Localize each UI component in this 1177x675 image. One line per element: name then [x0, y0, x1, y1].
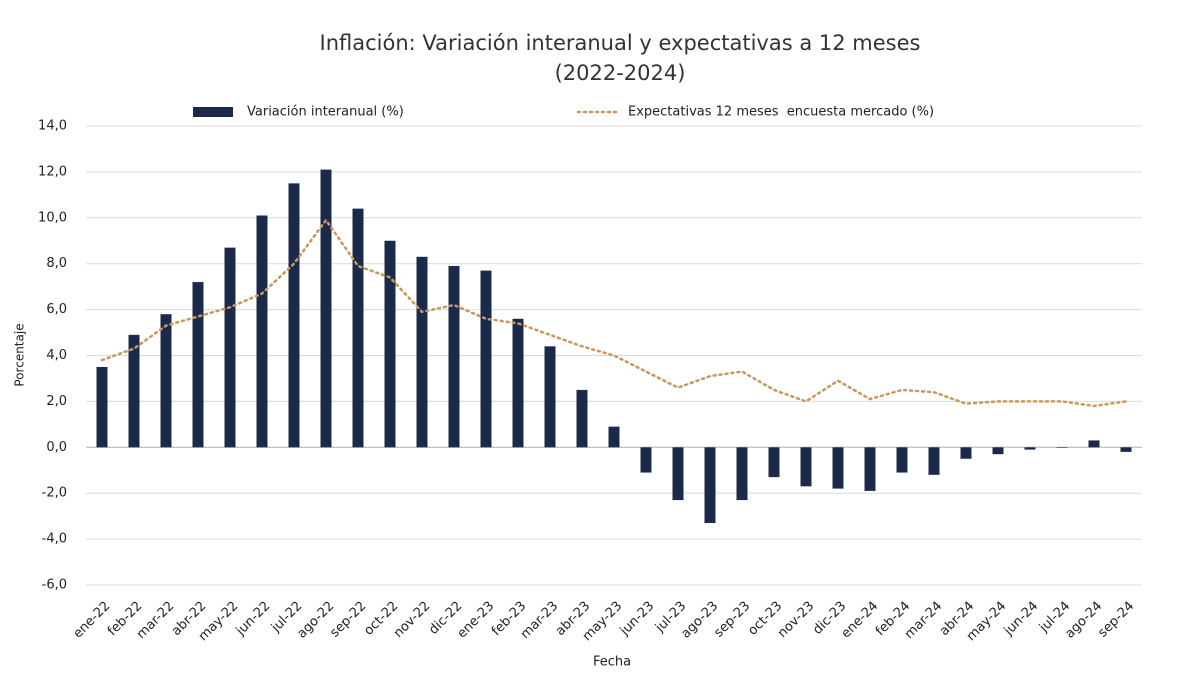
- y-tick-label: 8,0: [46, 256, 67, 271]
- bar: [960, 447, 972, 459]
- line: [100, 217, 1128, 408]
- bar: [768, 447, 780, 478]
- y-tick-label: -2,0: [42, 486, 67, 501]
- bar: [480, 270, 492, 448]
- bar: [96, 366, 108, 448]
- y-tick-label: 6,0: [46, 302, 67, 317]
- x-tick-label: sep-24: [1095, 599, 1137, 641]
- bar: [384, 240, 396, 448]
- y-tick-label: -4,0: [42, 532, 67, 547]
- bar: [128, 334, 140, 448]
- x-tick-label: jun-22: [233, 599, 274, 640]
- y-tick-label: 0,0: [46, 440, 67, 455]
- bar: [160, 314, 172, 448]
- bar: [320, 169, 332, 448]
- x-tick-label: sep-22: [327, 599, 369, 641]
- bar: [672, 447, 684, 501]
- bar: [704, 447, 716, 524]
- bar: [864, 447, 876, 491]
- bar: [800, 447, 812, 487]
- y-tick-label: 10,0: [38, 210, 67, 225]
- bar: [416, 256, 428, 448]
- y-tick-label: 4,0: [46, 348, 67, 363]
- bar: [352, 208, 364, 448]
- x-tick-label: sep-23: [711, 599, 753, 641]
- bar: [576, 389, 588, 448]
- bar: [544, 346, 556, 448]
- legend-label: Variación interanual (%): [247, 105, 404, 120]
- x-tick-label: nov-22: [391, 599, 433, 641]
- x-tick-label: ene-22: [71, 599, 114, 642]
- bar: [640, 447, 652, 473]
- y-tick-label: 14,0: [38, 119, 67, 134]
- bar: [1120, 447, 1132, 452]
- bar: [1024, 447, 1036, 450]
- bar: [448, 265, 460, 448]
- x-tick-label: jun-24: [1001, 599, 1042, 640]
- y-axis-title: Porcentaje: [13, 323, 27, 386]
- bar: [192, 282, 204, 448]
- legend-swatch: [193, 107, 233, 117]
- bar: [992, 447, 1004, 455]
- bar: [256, 215, 268, 448]
- x-tick-label: nov-23: [775, 599, 817, 641]
- x-axis-title: Fecha: [593, 655, 631, 670]
- bar: [832, 447, 844, 489]
- chart-subtitle: (2022-2024): [555, 61, 686, 85]
- x-tick-label: jun-23: [617, 599, 658, 640]
- bar: [736, 447, 748, 501]
- bar: [1056, 447, 1068, 448]
- y-tick-label: 12,0: [38, 164, 67, 179]
- bar: [608, 426, 620, 448]
- bar: [896, 447, 908, 473]
- bar: [224, 247, 236, 448]
- bar: [288, 183, 300, 448]
- bar: [512, 318, 524, 448]
- legend-label: Expectativas 12 meses encuesta mercado (…: [628, 105, 934, 120]
- chart-title: Inflación: Variación interanual y expect…: [320, 31, 921, 55]
- bar: [928, 447, 940, 475]
- y-tick-label: -6,0: [42, 578, 67, 593]
- y-tick-label: 2,0: [46, 394, 67, 409]
- bar: [1088, 440, 1100, 448]
